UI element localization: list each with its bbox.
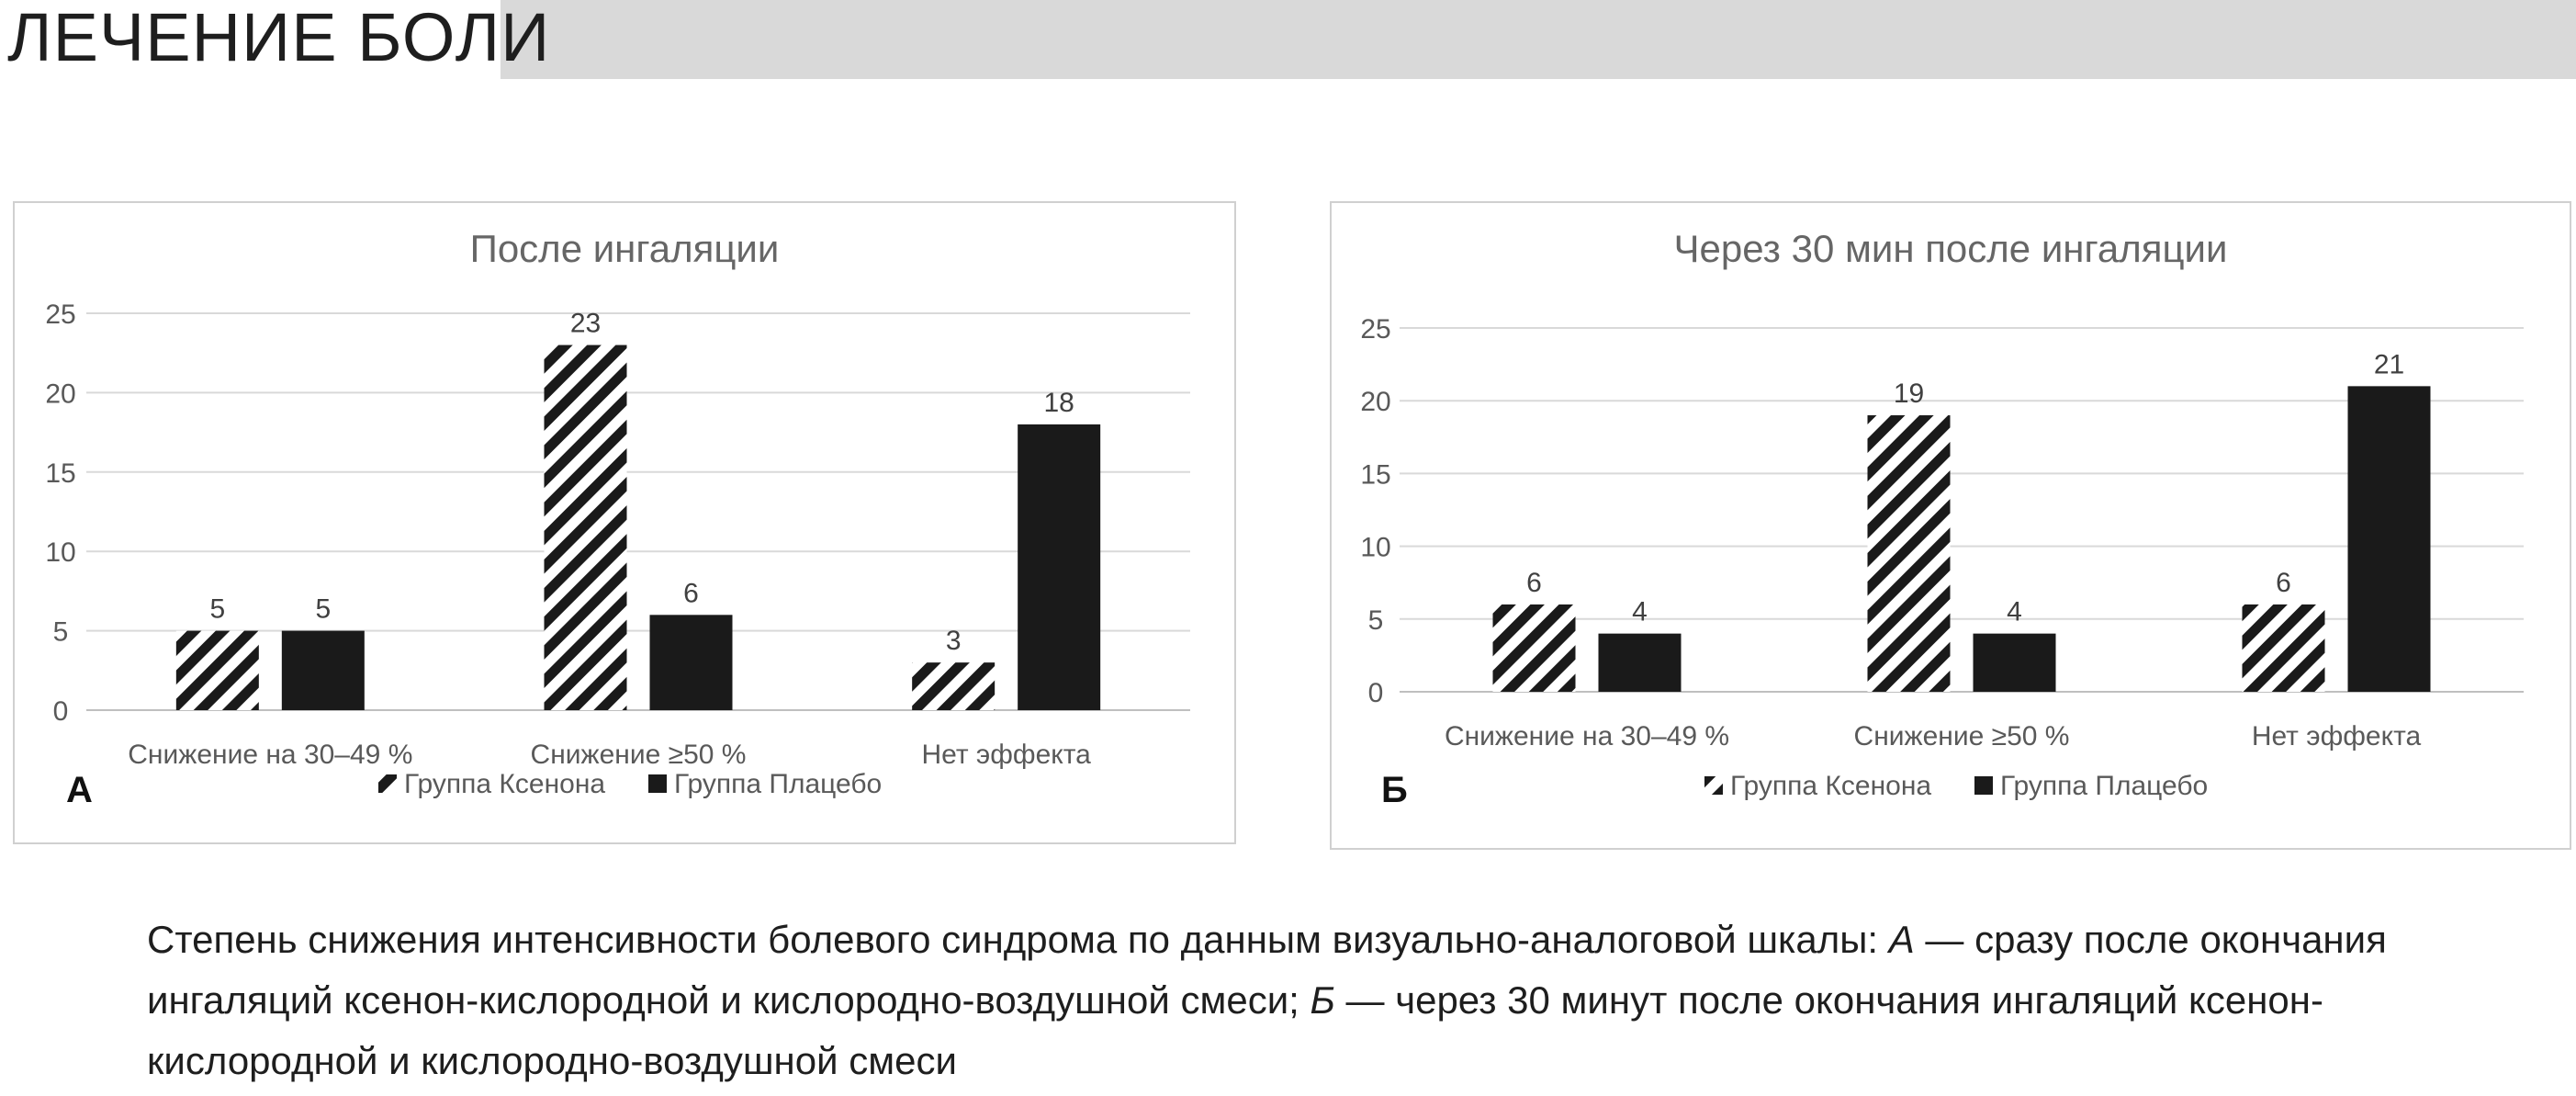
y-tick-label: 10: [1360, 533, 1390, 563]
category-label: Нет эффекта: [921, 740, 1091, 770]
y-tick-label: 25: [1360, 314, 1390, 345]
data-label: 4: [1632, 597, 1648, 627]
legend-swatch-xenon: [378, 774, 397, 793]
category-label: Снижение на 30–49 %: [1445, 721, 1729, 751]
panel-letter: Б: [1381, 770, 1408, 810]
legend-label: Группа Ксенона: [404, 769, 605, 799]
bar-chart-a: После ингаляции 0 5 10 15 20 25 5 5 Снижение на 3…: [45, 227, 1190, 810]
legend-label: Группа Плацебо: [2000, 771, 2208, 801]
data-label: 4: [2007, 597, 2022, 627]
bar-xenon: [175, 630, 259, 710]
caption-part-3: — через 30 минут после окончания ингаляц…: [147, 978, 2323, 1082]
y-tick-label: 25: [45, 299, 75, 330]
caption-letter-a: А: [1888, 918, 1915, 961]
chart-title-b: Через 30 мин после ингаляции: [1674, 227, 2228, 270]
y-tick-label: 20: [45, 379, 75, 409]
bar-placebo: [649, 615, 733, 710]
y-tick-label: 15: [1360, 459, 1390, 490]
bar-chart-b: Через 30 мин после ингаляции 0 5 10 15 20 25 6 4…: [1360, 227, 2524, 810]
category-label: Снижение на 30–49 %: [128, 740, 412, 770]
y-tick-label: 0: [1368, 678, 1384, 708]
panel-letter: А: [66, 770, 93, 810]
bar-placebo: [281, 630, 365, 710]
data-label: 18: [1043, 388, 1074, 418]
bar-placebo: [2347, 386, 2431, 692]
chart-title-a: После ингаляции: [470, 227, 780, 270]
bar-xenon: [912, 662, 996, 710]
bar-placebo: [1018, 424, 1101, 710]
data-label: 5: [315, 594, 331, 625]
y-tick-label: 5: [53, 617, 69, 648]
data-label: 19: [1894, 379, 1924, 409]
data-label: 6: [2276, 568, 2291, 598]
legend-swatch-placebo: [648, 774, 667, 793]
data-label: 5: [209, 594, 225, 625]
data-label: 23: [570, 309, 601, 339]
data-label: 21: [2374, 349, 2404, 379]
y-tick-label: 0: [53, 696, 69, 727]
caption-part-1: Степень снижения интенсивности болевого …: [147, 918, 1889, 961]
caption-part-2: — сразу после окончания ингаляций ксенон…: [147, 918, 2387, 1022]
figure-caption: Степень снижения интенсивности болевого …: [147, 910, 2535, 1091]
data-label: 3: [946, 626, 962, 656]
y-tick-label: 5: [1368, 605, 1384, 636]
legend-swatch-placebo: [1974, 776, 1993, 795]
legend-label: Группа Плацебо: [674, 769, 882, 799]
bar-placebo: [1973, 633, 2056, 692]
bar-xenon: [544, 345, 627, 710]
legend-label: Группа Ксенона: [1730, 771, 1931, 801]
y-tick-label: 20: [1360, 387, 1390, 417]
data-label: 6: [1526, 568, 1542, 598]
category-label: Снижение ≥50 %: [1854, 721, 2070, 751]
bar-placebo: [1598, 633, 1682, 692]
bar-xenon: [1492, 604, 1576, 692]
header-band: [501, 0, 2576, 79]
legend-swatch-xenon: [1704, 776, 1723, 795]
category-label: Снижение ≥50 %: [531, 740, 747, 770]
data-label: 6: [683, 578, 699, 608]
y-tick-label: 10: [45, 537, 75, 568]
bar-xenon: [1867, 415, 1951, 692]
bar-xenon: [2242, 604, 2325, 692]
y-tick-label: 15: [45, 458, 75, 489]
section-title: ЛЕЧЕНИЕ БОЛИ: [7, 0, 551, 75]
chart-panel-a: После ингаляции 0 5 10 15 20 25 5 5 Снижение на 3…: [13, 201, 1236, 844]
chart-panel-b: Через 30 мин после ингаляции 0 5 10 15 20 25 6 4…: [1330, 201, 2571, 850]
category-label: Нет эффекта: [2252, 721, 2422, 751]
caption-letter-b: Б: [1310, 978, 1335, 1022]
